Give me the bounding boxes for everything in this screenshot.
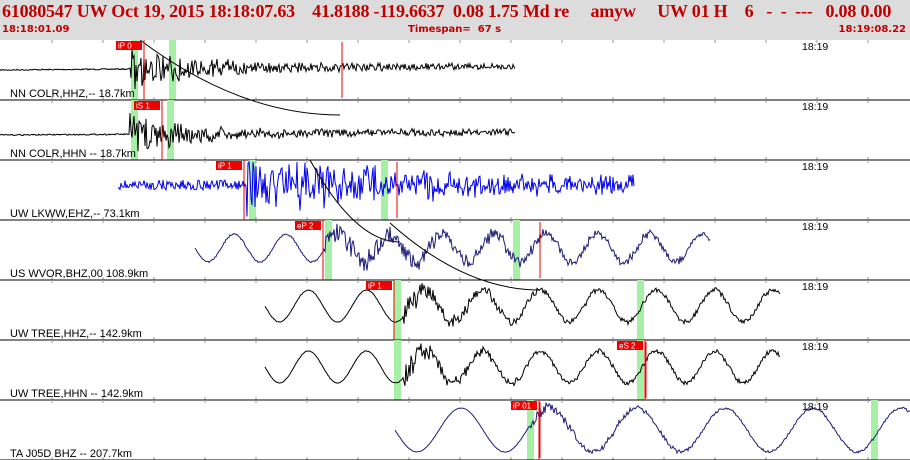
pick-highlight <box>871 400 878 460</box>
waveform-trace <box>0 112 516 152</box>
waveform-trace <box>0 50 516 90</box>
travel-time-curve <box>139 40 341 116</box>
end-time: 18:19:08.22 <box>838 24 906 35</box>
waveform-trace <box>264 343 780 387</box>
pick-label: iP 0 <box>118 42 132 51</box>
pick-label: iP 01 <box>513 402 532 411</box>
station-label: NN COLR,HHN -- 18.7km <box>10 148 136 160</box>
pick-flag[interactable] <box>116 41 142 50</box>
time-label: 18:19 <box>802 161 828 173</box>
pick-flag[interactable] <box>366 281 392 290</box>
pick-flag[interactable] <box>617 341 643 350</box>
pick-label: eS 2 <box>619 342 636 351</box>
pick-highlight <box>527 400 534 460</box>
waveform-trace <box>394 402 910 455</box>
pick-flag[interactable] <box>511 401 537 410</box>
pick-flag[interactable] <box>216 161 242 170</box>
seismogram-traces[interactable]: iP 0 NN COLR,HHZ,-- 18.7km 18:19 iS 1 NN COL… <box>0 40 910 460</box>
event-title: 61080547 UW Oct 19, 2015 18:18:07.63 41.… <box>2 1 892 21</box>
waveform-trace <box>194 223 711 271</box>
time-label: 18:19 <box>802 41 828 53</box>
pick-label: iP 1 <box>218 162 232 171</box>
pick-label: iP 1 <box>368 282 382 291</box>
waveform-trace <box>117 160 635 217</box>
pick-highlight <box>394 340 401 400</box>
pick-highlight <box>169 40 176 100</box>
pick-label: eP 2 <box>297 222 314 231</box>
event-header: 61080547 UW Oct 19, 2015 18:18:07.63 41.… <box>0 0 910 40</box>
pick-highlight <box>325 220 332 280</box>
time-label: 18:19 <box>802 401 828 413</box>
timespan-label: Timespan= 67 s <box>408 24 502 35</box>
travel-time-curve <box>309 159 401 243</box>
waveform-trace <box>264 283 781 327</box>
station-label: NN COLR,HHZ,-- 18.7km <box>10 88 135 100</box>
time-label: 18:19 <box>802 101 828 113</box>
station-label: UW TREE,HHN -- 142.9km <box>10 388 143 400</box>
station-label: UW TREE,HHZ,-- 142.9km <box>10 328 142 340</box>
time-label: 18:19 <box>802 281 828 293</box>
time-label: 18:19 <box>802 221 828 233</box>
pick-highlight <box>513 220 520 280</box>
pick-flag[interactable] <box>134 101 160 110</box>
station-label: US WVOR,BHZ,00 108.9km <box>10 268 148 280</box>
time-label: 18:19 <box>802 341 828 353</box>
station-label: TA J05D BHZ -- 207.7km <box>10 448 132 460</box>
pick-highlight <box>381 160 388 220</box>
pick-highlight <box>394 280 401 340</box>
pick-flag[interactable] <box>295 221 321 230</box>
travel-time-curve <box>389 222 541 291</box>
station-label: UW LKWW,EHZ,-- 73.1km <box>10 208 140 220</box>
pick-label: iS 1 <box>136 102 150 111</box>
start-time: 18:18:01.09 <box>2 24 70 35</box>
